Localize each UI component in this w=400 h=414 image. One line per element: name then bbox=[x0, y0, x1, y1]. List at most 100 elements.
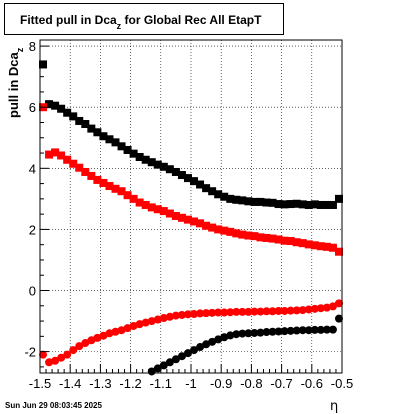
data-point-square bbox=[51, 101, 60, 110]
data-point-circle bbox=[153, 315, 162, 324]
data-point-square bbox=[196, 180, 205, 189]
data-point-circle bbox=[153, 364, 162, 373]
data-point-square bbox=[57, 151, 66, 160]
data-point-circle bbox=[208, 337, 217, 346]
data-point-circle bbox=[250, 328, 259, 337]
data-point-square bbox=[304, 240, 313, 249]
x-tick-label: -1.4 bbox=[59, 376, 81, 391]
data-point-circle bbox=[208, 308, 217, 317]
data-point-square bbox=[292, 199, 301, 208]
data-point-square bbox=[135, 198, 144, 207]
data-point-square bbox=[328, 200, 337, 209]
x-tick-label: -1.1 bbox=[150, 376, 172, 391]
data-point-circle bbox=[256, 328, 265, 337]
y-tick-label: 4 bbox=[29, 161, 36, 176]
data-point-square bbox=[304, 200, 313, 209]
data-point-circle bbox=[105, 329, 114, 338]
x-tick-label: -1.5 bbox=[29, 376, 51, 391]
data-point-circle bbox=[238, 329, 247, 338]
data-point-square bbox=[51, 148, 60, 157]
data-point-circle bbox=[286, 306, 295, 315]
data-point-circle bbox=[129, 321, 138, 330]
data-point-circle bbox=[99, 331, 108, 340]
data-point-square bbox=[298, 239, 307, 248]
data-point-circle bbox=[310, 325, 319, 334]
data-point-circle bbox=[196, 343, 205, 352]
data-point-square bbox=[292, 238, 301, 247]
data-point-square bbox=[63, 108, 72, 117]
data-point-circle bbox=[232, 330, 241, 339]
data-point-square bbox=[129, 194, 138, 203]
data-point-square bbox=[310, 200, 319, 209]
title-subscript: z bbox=[116, 21, 122, 31]
data-point-circle bbox=[45, 358, 54, 367]
data-point-square bbox=[57, 104, 66, 113]
data-point-square bbox=[286, 200, 295, 209]
data-point-square bbox=[220, 192, 229, 201]
data-point-square bbox=[87, 124, 96, 133]
data-point-square bbox=[69, 112, 78, 121]
data-point-circle bbox=[177, 310, 186, 319]
title-rest: for Global Rec All EtapT bbox=[121, 13, 262, 27]
data-point-square bbox=[202, 184, 211, 193]
data-point-square bbox=[268, 198, 277, 207]
data-point-circle bbox=[202, 309, 211, 318]
x-tick-label: -0.9 bbox=[210, 376, 232, 391]
data-point-circle bbox=[69, 346, 78, 355]
data-point-square bbox=[153, 205, 162, 214]
y-tick-label: -2 bbox=[24, 345, 36, 360]
data-point-circle bbox=[159, 314, 168, 323]
data-point-square bbox=[105, 182, 114, 191]
data-point-circle bbox=[232, 307, 241, 316]
data-point-square bbox=[117, 142, 126, 151]
data-point-circle bbox=[183, 349, 192, 358]
data-point-square bbox=[81, 120, 90, 129]
data-point-circle bbox=[274, 306, 283, 315]
data-point-circle bbox=[165, 358, 174, 367]
data-point-square bbox=[171, 211, 180, 220]
data-point-square bbox=[274, 235, 283, 244]
data-point-circle bbox=[280, 306, 289, 315]
data-point-circle bbox=[75, 342, 84, 351]
data-point-square bbox=[123, 145, 132, 154]
x-tick-label: -0.6 bbox=[301, 376, 323, 391]
x-axis-title: η bbox=[330, 399, 338, 414]
data-point-square bbox=[141, 200, 150, 209]
data-point-circle bbox=[298, 306, 307, 315]
data-point-square bbox=[75, 163, 84, 172]
data-point-square bbox=[105, 135, 114, 144]
y-tick-label: 8 bbox=[29, 39, 36, 54]
data-point-square bbox=[232, 195, 241, 204]
data-point-square bbox=[214, 225, 223, 234]
data-point-circle bbox=[226, 308, 235, 317]
data-point-circle bbox=[328, 302, 337, 311]
data-point-square bbox=[165, 209, 174, 218]
data-point-square bbox=[183, 174, 192, 183]
data-point-square bbox=[165, 165, 174, 174]
data-point-circle bbox=[304, 326, 313, 335]
data-point-circle bbox=[274, 327, 283, 336]
title-main: Fitted pull in Dca bbox=[20, 13, 117, 27]
axis-ticks: -1.5 -1.4 -1.3 -1.2 -1.1 -1 -0.9 -0.8 -0.7 -0.6 -0… bbox=[24, 39, 353, 391]
data-point-circle bbox=[226, 331, 235, 340]
data-point-square bbox=[171, 167, 180, 176]
data-point-square bbox=[244, 231, 253, 240]
data-point-square bbox=[202, 221, 211, 230]
data-point-square bbox=[183, 215, 192, 224]
data-point-square bbox=[250, 197, 259, 206]
data-point-square bbox=[238, 230, 247, 239]
data-point-square bbox=[322, 242, 331, 251]
data-point-square bbox=[262, 198, 271, 207]
data-point-square bbox=[147, 158, 156, 167]
data-point-circle bbox=[93, 333, 102, 342]
data-point-circle bbox=[268, 327, 277, 336]
data-point-square bbox=[316, 242, 325, 251]
data-point-square bbox=[298, 200, 307, 209]
data-point-circle bbox=[202, 340, 211, 349]
data-point-circle bbox=[39, 350, 48, 359]
data-point-circle bbox=[244, 329, 253, 338]
data-point-circle bbox=[244, 307, 253, 316]
series-layer bbox=[39, 60, 343, 376]
data-point-circle bbox=[328, 325, 337, 334]
y-axis-title: pull in Dcaz bbox=[6, 47, 25, 118]
